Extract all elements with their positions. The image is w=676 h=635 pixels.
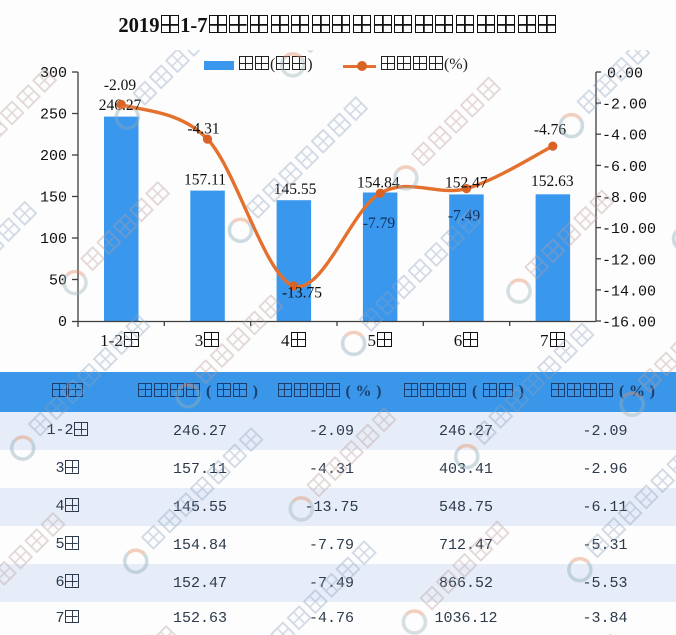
svg-text:-8.00: -8.00: [602, 190, 647, 207]
svg-text:-4.00: -4.00: [602, 128, 647, 145]
svg-text:-16.00: -16.00: [602, 315, 656, 332]
svg-text:0: 0: [58, 314, 67, 331]
svg-text:-4.31: -4.31: [187, 121, 219, 138]
svg-text:150: 150: [40, 190, 67, 207]
svg-text:-7.79: -7.79: [363, 215, 396, 232]
svg-text:154.84: 154.84: [357, 175, 400, 192]
svg-text:0.00: 0.00: [607, 66, 643, 83]
svg-text:152.63: 152.63: [531, 173, 574, 190]
svg-text:-2.00: -2.00: [602, 97, 647, 114]
svg-text:152.47: 152.47: [445, 175, 488, 192]
svg-text:50: 50: [49, 273, 67, 290]
svg-text:-2.09: -2.09: [104, 77, 137, 94]
svg-text:250: 250: [40, 107, 67, 124]
svg-text:145.55: 145.55: [274, 181, 317, 198]
svg-text:-14.00: -14.00: [602, 283, 656, 300]
svg-text:-12.00: -12.00: [602, 252, 656, 269]
svg-text:-7.49: -7.49: [448, 208, 481, 225]
svg-text:157.11: 157.11: [184, 172, 226, 189]
svg-text:-13.75: -13.75: [282, 285, 322, 302]
svg-text:-10.00: -10.00: [602, 221, 656, 238]
svg-text:100: 100: [40, 231, 67, 248]
svg-text:200: 200: [40, 148, 67, 165]
svg-text:-4.76: -4.76: [534, 122, 567, 139]
svg-text:300: 300: [40, 65, 67, 82]
svg-text:-6.00: -6.00: [602, 159, 647, 176]
